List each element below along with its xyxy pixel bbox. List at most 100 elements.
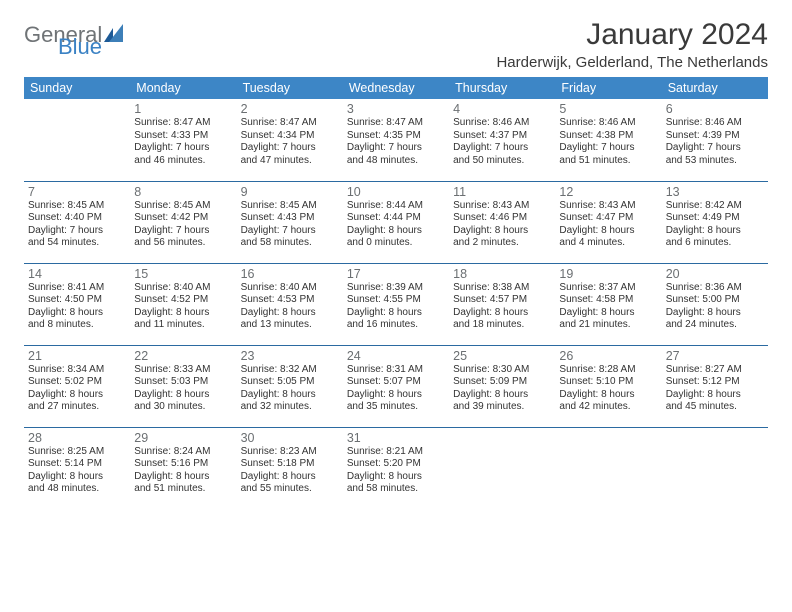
day-info: Sunrise: 8:45 AMSunset: 4:40 PMDaylight:… (28, 200, 126, 250)
calendar-cell: 10Sunrise: 8:44 AMSunset: 4:44 PMDayligh… (343, 181, 449, 263)
day-info: Sunrise: 8:47 AMSunset: 4:35 PMDaylight:… (347, 117, 445, 167)
calendar-row: 14Sunrise: 8:41 AMSunset: 4:50 PMDayligh… (24, 263, 768, 345)
sunset-text: Sunset: 4:44 PM (347, 212, 445, 225)
weekday-header: Monday (130, 77, 236, 99)
sunrise-text: Sunrise: 8:44 AM (347, 200, 445, 213)
sunset-text: Sunset: 5:00 PM (666, 294, 764, 307)
daylight-text-1: Daylight: 8 hours (28, 471, 126, 484)
calendar-cell: 15Sunrise: 8:40 AMSunset: 4:52 PMDayligh… (130, 263, 236, 345)
sunrise-text: Sunrise: 8:23 AM (241, 446, 339, 459)
daylight-text-1: Daylight: 7 hours (28, 225, 126, 238)
day-number: 12 (559, 185, 657, 199)
sunrise-text: Sunrise: 8:34 AM (28, 364, 126, 377)
day-number: 29 (134, 431, 232, 445)
daylight-text-2: and 56 minutes. (134, 237, 232, 250)
sunrise-text: Sunrise: 8:42 AM (666, 200, 764, 213)
daylight-text-2: and 2 minutes. (453, 237, 551, 250)
sunset-text: Sunset: 4:38 PM (559, 130, 657, 143)
header-row: General Blue January 2024 Harderwijk, Ge… (24, 18, 768, 71)
weekday-header: Wednesday (343, 77, 449, 99)
calendar-cell: 4Sunrise: 8:46 AMSunset: 4:37 PMDaylight… (449, 99, 555, 181)
daylight-text-1: Daylight: 8 hours (134, 389, 232, 402)
daylight-text-2: and 42 minutes. (559, 401, 657, 414)
calendar-cell: 12Sunrise: 8:43 AMSunset: 4:47 PMDayligh… (555, 181, 661, 263)
day-info: Sunrise: 8:37 AMSunset: 4:58 PMDaylight:… (559, 282, 657, 332)
daylight-text-1: Daylight: 8 hours (666, 389, 764, 402)
sunset-text: Sunset: 5:05 PM (241, 376, 339, 389)
calendar-row: 1Sunrise: 8:47 AMSunset: 4:33 PMDaylight… (24, 99, 768, 181)
calendar-cell: 13Sunrise: 8:42 AMSunset: 4:49 PMDayligh… (662, 181, 768, 263)
daylight-text-1: Daylight: 8 hours (134, 307, 232, 320)
sunrise-text: Sunrise: 8:45 AM (134, 200, 232, 213)
day-number: 18 (453, 267, 551, 281)
sunset-text: Sunset: 4:53 PM (241, 294, 339, 307)
day-info: Sunrise: 8:25 AMSunset: 5:14 PMDaylight:… (28, 446, 126, 496)
logo-text-blue: Blue (58, 37, 123, 57)
day-info: Sunrise: 8:46 AMSunset: 4:39 PMDaylight:… (666, 117, 764, 167)
day-info: Sunrise: 8:21 AMSunset: 5:20 PMDaylight:… (347, 446, 445, 496)
day-info: Sunrise: 8:42 AMSunset: 4:49 PMDaylight:… (666, 200, 764, 250)
daylight-text-2: and 48 minutes. (28, 483, 126, 496)
day-number: 25 (453, 349, 551, 363)
daylight-text-1: Daylight: 7 hours (453, 142, 551, 155)
calendar-cell: 8Sunrise: 8:45 AMSunset: 4:42 PMDaylight… (130, 181, 236, 263)
daylight-text-2: and 54 minutes. (28, 237, 126, 250)
sunset-text: Sunset: 4:43 PM (241, 212, 339, 225)
day-number: 22 (134, 349, 232, 363)
day-info: Sunrise: 8:40 AMSunset: 4:52 PMDaylight:… (134, 282, 232, 332)
daylight-text-2: and 30 minutes. (134, 401, 232, 414)
daylight-text-1: Daylight: 8 hours (453, 389, 551, 402)
calendar-cell: 6Sunrise: 8:46 AMSunset: 4:39 PMDaylight… (662, 99, 768, 181)
daylight-text-2: and 16 minutes. (347, 319, 445, 332)
day-info: Sunrise: 8:28 AMSunset: 5:10 PMDaylight:… (559, 364, 657, 414)
calendar-row: 21Sunrise: 8:34 AMSunset: 5:02 PMDayligh… (24, 345, 768, 427)
calendar-cell: 20Sunrise: 8:36 AMSunset: 5:00 PMDayligh… (662, 263, 768, 345)
day-number: 8 (134, 185, 232, 199)
daylight-text-1: Daylight: 8 hours (559, 225, 657, 238)
daylight-text-2: and 35 minutes. (347, 401, 445, 414)
daylight-text-2: and 46 minutes. (134, 155, 232, 168)
sunrise-text: Sunrise: 8:31 AM (347, 364, 445, 377)
day-number: 30 (241, 431, 339, 445)
sunrise-text: Sunrise: 8:46 AM (666, 117, 764, 130)
day-number: 11 (453, 185, 551, 199)
daylight-text-1: Daylight: 7 hours (241, 225, 339, 238)
day-info: Sunrise: 8:36 AMSunset: 5:00 PMDaylight:… (666, 282, 764, 332)
day-info: Sunrise: 8:43 AMSunset: 4:46 PMDaylight:… (453, 200, 551, 250)
calendar-cell: 11Sunrise: 8:43 AMSunset: 4:46 PMDayligh… (449, 181, 555, 263)
daylight-text-2: and 21 minutes. (559, 319, 657, 332)
calendar-cell: 19Sunrise: 8:37 AMSunset: 4:58 PMDayligh… (555, 263, 661, 345)
sunset-text: Sunset: 4:46 PM (453, 212, 551, 225)
sunset-text: Sunset: 4:50 PM (28, 294, 126, 307)
daylight-text-1: Daylight: 8 hours (453, 307, 551, 320)
daylight-text-1: Daylight: 8 hours (28, 307, 126, 320)
calendar-cell: 27Sunrise: 8:27 AMSunset: 5:12 PMDayligh… (662, 345, 768, 427)
daylight-text-2: and 50 minutes. (453, 155, 551, 168)
calendar-cell: 3Sunrise: 8:47 AMSunset: 4:35 PMDaylight… (343, 99, 449, 181)
day-number: 27 (666, 349, 764, 363)
day-number: 21 (28, 349, 126, 363)
calendar-cell: 21Sunrise: 8:34 AMSunset: 5:02 PMDayligh… (24, 345, 130, 427)
day-info: Sunrise: 8:45 AMSunset: 4:42 PMDaylight:… (134, 200, 232, 250)
sunset-text: Sunset: 4:49 PM (666, 212, 764, 225)
sunset-text: Sunset: 4:37 PM (453, 130, 551, 143)
daylight-text-1: Daylight: 8 hours (347, 225, 445, 238)
calendar-cell: 23Sunrise: 8:32 AMSunset: 5:05 PMDayligh… (237, 345, 343, 427)
sunset-text: Sunset: 5:07 PM (347, 376, 445, 389)
daylight-text-2: and 8 minutes. (28, 319, 126, 332)
day-number: 4 (453, 102, 551, 116)
day-number: 19 (559, 267, 657, 281)
calendar-cell: 30Sunrise: 8:23 AMSunset: 5:18 PMDayligh… (237, 427, 343, 509)
day-info: Sunrise: 8:31 AMSunset: 5:07 PMDaylight:… (347, 364, 445, 414)
sunset-text: Sunset: 5:20 PM (347, 458, 445, 471)
location-text: Harderwijk, Gelderland, The Netherlands (496, 54, 768, 71)
calendar-row: 28Sunrise: 8:25 AMSunset: 5:14 PMDayligh… (24, 427, 768, 509)
daylight-text-2: and 58 minutes. (241, 237, 339, 250)
sunrise-text: Sunrise: 8:46 AM (559, 117, 657, 130)
sunrise-text: Sunrise: 8:47 AM (134, 117, 232, 130)
day-number: 28 (28, 431, 126, 445)
day-info: Sunrise: 8:47 AMSunset: 4:34 PMDaylight:… (241, 117, 339, 167)
sunset-text: Sunset: 5:09 PM (453, 376, 551, 389)
sunrise-text: Sunrise: 8:38 AM (453, 282, 551, 295)
day-number: 26 (559, 349, 657, 363)
